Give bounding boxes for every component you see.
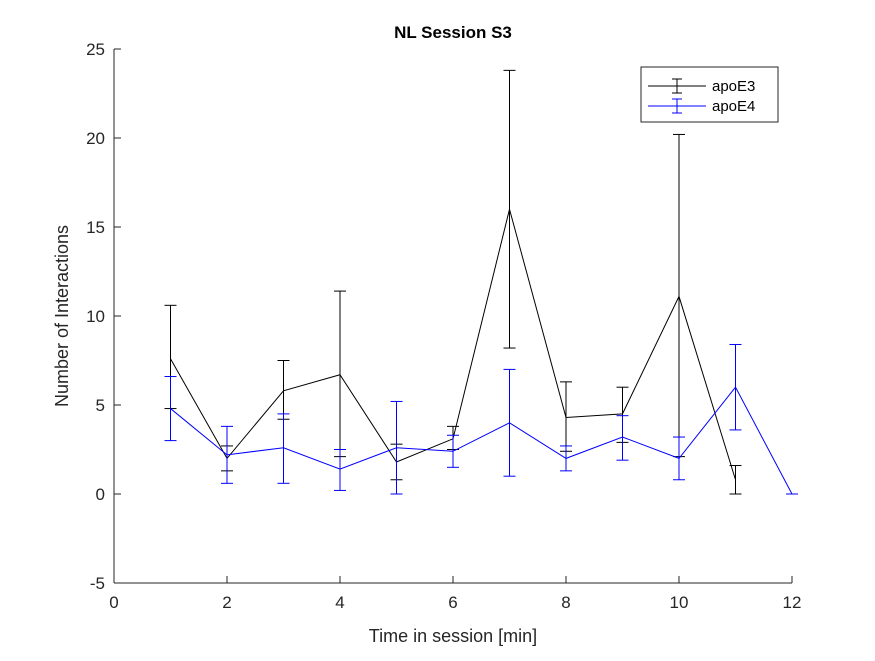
x-tick-label: 12 (783, 593, 802, 612)
x-axis-label: Time in session [min] (369, 626, 537, 646)
chart-title: NL Session S3 (394, 23, 512, 42)
y-tick-label: 0 (96, 485, 105, 504)
legend-box (641, 67, 778, 122)
y-tick-label: 15 (86, 218, 105, 237)
legend-label: apoE3 (712, 78, 755, 95)
legend-label: apoE4 (712, 98, 755, 115)
y-axis-label: Number of Interactions (52, 225, 72, 407)
y-tick-label: 25 (86, 40, 105, 59)
y-tick-label: 20 (86, 129, 105, 148)
plot-area (114, 49, 792, 583)
y-tick-label: -5 (90, 574, 105, 593)
x-tick-label: 0 (109, 593, 118, 612)
x-tick-label: 4 (335, 593, 344, 612)
x-tick-label: 8 (561, 593, 570, 612)
x-tick-label: 10 (670, 593, 689, 612)
x-tick-label: 2 (222, 593, 231, 612)
legend: apoE3 apoE4 (641, 67, 778, 122)
y-tick-label: 5 (96, 396, 105, 415)
x-tick-label: 6 (448, 593, 457, 612)
y-tick-label: 10 (86, 307, 105, 326)
